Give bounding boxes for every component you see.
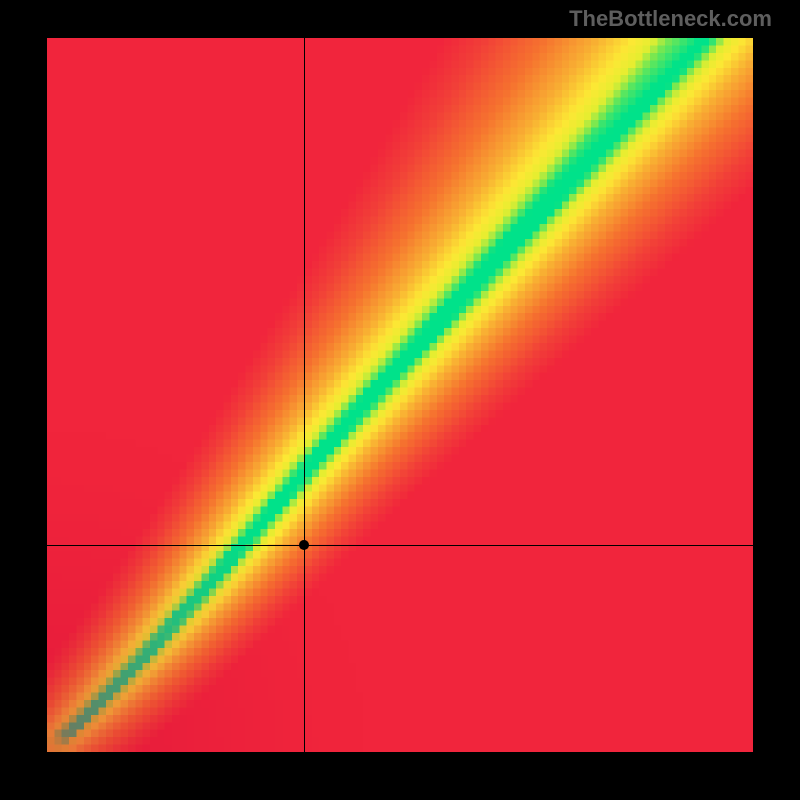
watermark-text: TheBottleneck.com	[569, 6, 772, 32]
crosshair-overlay	[47, 38, 753, 752]
chart-frame: { "meta": { "source_watermark": "TheBott…	[0, 0, 800, 800]
